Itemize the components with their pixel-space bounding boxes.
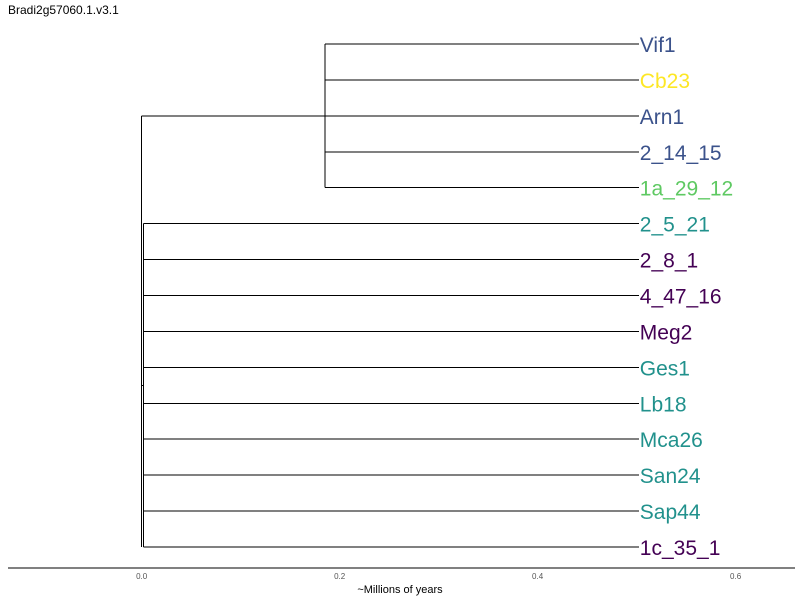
leaf-label: 2_5_21 bbox=[640, 214, 710, 237]
leaf-label: San24 bbox=[640, 465, 701, 488]
leaf-label: Meg2 bbox=[640, 321, 693, 344]
leaf-label: 2_8_1 bbox=[640, 250, 698, 273]
leaf-label: Vif1 bbox=[640, 34, 676, 57]
x-tick-label: 0.6 bbox=[730, 572, 742, 581]
leaf-label: Mca26 bbox=[640, 429, 703, 452]
x-tick-label: 0.0 bbox=[136, 572, 148, 581]
leaf-label: 2_14_15 bbox=[640, 142, 722, 165]
leaf-label: Cb23 bbox=[640, 70, 690, 93]
x-tick-label: 0.2 bbox=[334, 572, 346, 581]
leaf-label: Lb18 bbox=[640, 393, 687, 416]
chart-title: Bradi2g57060.1.v3.1 bbox=[8, 3, 119, 17]
leaf-label: 4_47_16 bbox=[640, 286, 722, 309]
x-tick-label: 0.4 bbox=[532, 572, 544, 581]
leaf-label: Sap44 bbox=[640, 501, 701, 524]
leaf-label: 1c_35_1 bbox=[640, 537, 721, 560]
leaf-label: Arn1 bbox=[640, 106, 684, 129]
x-axis-label: ~Millions of years bbox=[357, 584, 443, 596]
leaf-label: Ges1 bbox=[640, 357, 690, 380]
leaf-label: 1a_29_12 bbox=[640, 178, 733, 201]
